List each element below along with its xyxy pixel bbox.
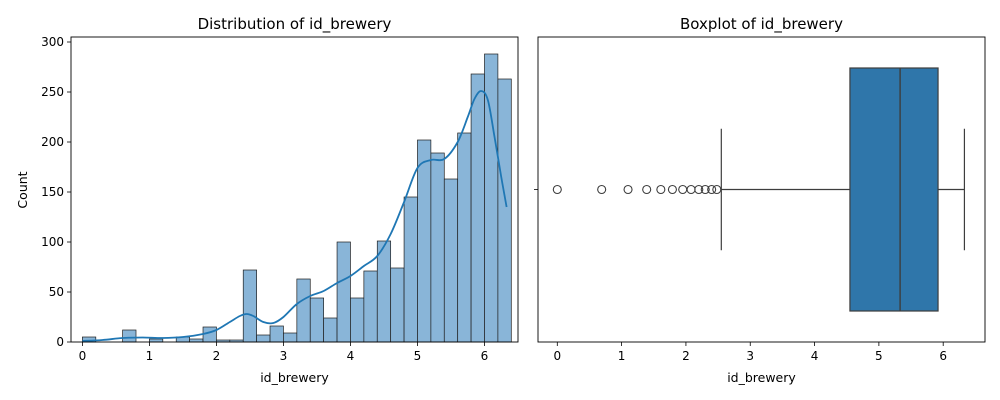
histogram-bar [390,267,405,343]
boxplot-marks [552,67,966,312]
boxplot-x-ticks: 0 1 2 3 4 5 6 [553,342,947,363]
histogram-bar [497,78,512,343]
x-tick-label: 0 [553,349,561,363]
x-tick-label: 1 [146,349,154,363]
x-tick-label: 4 [811,349,819,363]
x-tick-label: 6 [939,349,947,363]
kde-line [82,90,508,342]
histogram-bar [470,73,485,343]
histogram-bar [296,278,311,343]
outlier-point [642,184,652,195]
x-tick-label: 1 [618,349,626,363]
histogram-bar [430,152,445,343]
outlier-point [552,184,562,195]
histogram-bars [82,53,512,343]
y-tick-label: 150 [41,185,64,199]
x-tick-label: 0 [79,349,87,363]
histogram-bar [269,325,284,343]
boxplot-title: Boxplot of id_brewery [680,15,843,34]
histogram-bar [309,297,325,343]
outlier-point [623,184,633,195]
outlier-point [667,184,677,195]
histogram-bar [403,196,418,343]
outlier-point [700,184,710,195]
histogram-bar [122,329,137,343]
histogram-bar [457,132,472,343]
y-tick-label: 250 [41,85,64,99]
outlier-point [686,184,696,195]
x-tick-label: 5 [875,349,883,363]
histogram-bar [376,240,392,343]
x-tick-label: 3 [280,349,288,363]
histogram-bar [149,338,164,343]
histogram-title: Distribution of id_brewery [198,15,392,34]
histogram-bar [350,297,365,343]
outlier-point [597,184,607,195]
histogram-bar [323,317,338,343]
x-tick-label: 2 [213,349,221,363]
outlier-point [694,184,704,195]
y-tick-label: 200 [41,135,64,149]
histogram-bar [443,178,459,343]
x-tick-label: 4 [347,349,355,363]
y-tick-label: 50 [49,285,64,299]
histogram-bar [242,269,257,343]
histogram-x-ticks: 0 1 2 3 4 5 6 [79,342,489,363]
histogram-bar [189,338,204,343]
histogram-plot-area [70,36,519,343]
y-tick-label: 0 [56,335,64,349]
histogram-x-axis-label: id_brewery [260,370,329,385]
x-tick-label: 5 [414,349,422,363]
outlier-point [712,184,722,195]
boxplot-x-axis-label: id_brewery [727,370,796,385]
histogram-bar [336,241,351,343]
histogram-bar [202,326,217,343]
outlier-point [656,184,666,195]
outlier-point [678,184,688,195]
kde-curve-group [82,90,508,342]
x-tick-label: 3 [746,349,754,363]
x-tick-label: 6 [481,349,489,363]
boxplot-panel: Boxplot of id_brewery 0 1 2 3 4 5 6 id_brewery [534,15,986,385]
x-tick-label: 2 [682,349,690,363]
outlier-point [707,184,717,195]
histogram-bar [256,334,271,343]
histogram-bar [363,270,378,343]
box-iqr [849,67,939,312]
histogram-panel: Distribution of id_brewery 0 1 2 3 4 5 6 0 50 10… [15,15,519,385]
histogram-y-ticks: 0 50 100 150 200 250 300 [41,35,71,349]
histogram-y-axis-label: Count [15,171,30,208]
histogram-bar [417,139,432,343]
y-tick-label: 300 [41,35,64,49]
y-tick-label: 100 [41,235,64,249]
histogram-bar [283,332,298,343]
